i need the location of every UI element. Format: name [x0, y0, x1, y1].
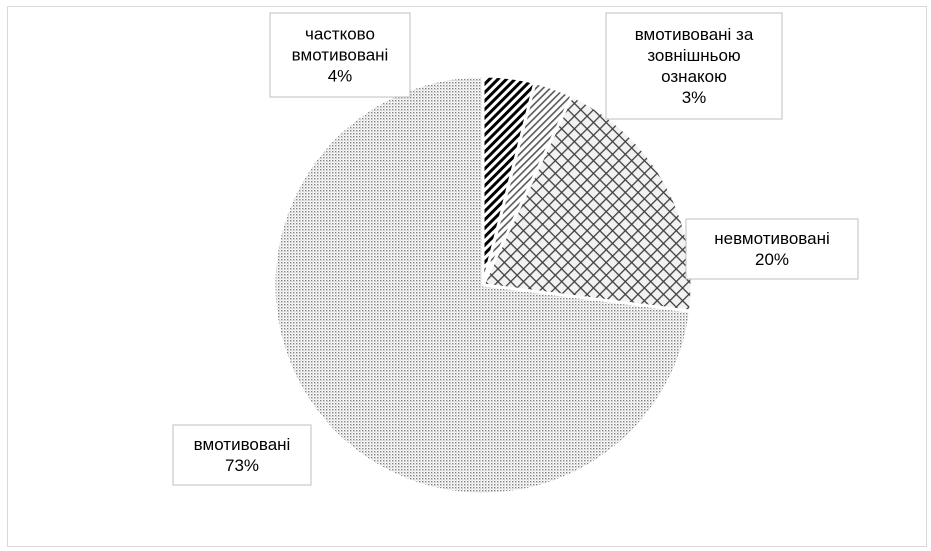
data-label-box	[605, 12, 783, 120]
data-label-category: зовнішньою	[647, 46, 741, 65]
pie-chart: частково вмотивовані 4% вмотивовані за зовні…	[172, 12, 859, 496]
data-label-category: частково	[305, 25, 375, 44]
data-label-box	[172, 424, 312, 486]
data-label-category: вмотивовані	[292, 46, 389, 65]
pie-slices	[272, 74, 694, 496]
pie-slice	[272, 74, 693, 496]
data-label-value: 4%	[328, 67, 353, 86]
data-label-category: невмотивовані	[714, 229, 830, 248]
chart-frame: частково вмотивовані 4% вмотивовані за зовні…	[7, 6, 927, 547]
pie-labels: частково вмотивовані 4% вмотивовані за зовні…	[172, 12, 859, 486]
data-label: частково вмотивовані 4%	[269, 12, 411, 98]
data-label: вмотивовані 73%	[172, 424, 312, 486]
data-label-category: вмотивовані	[194, 435, 291, 454]
data-label: вмотивовані за зовнішньою ознакою 3%	[605, 12, 783, 120]
data-label-value: 73%	[225, 456, 259, 475]
data-label-category: вмотивовані за	[635, 25, 754, 44]
data-label-category: ознакою	[661, 67, 727, 86]
pie-slice	[480, 93, 694, 313]
data-label: невмотивовані 20%	[685, 218, 859, 280]
data-label-value: 3%	[682, 88, 707, 107]
data-label-value: 20%	[755, 250, 789, 269]
data-label-box	[685, 218, 859, 280]
data-label-box	[269, 12, 411, 98]
